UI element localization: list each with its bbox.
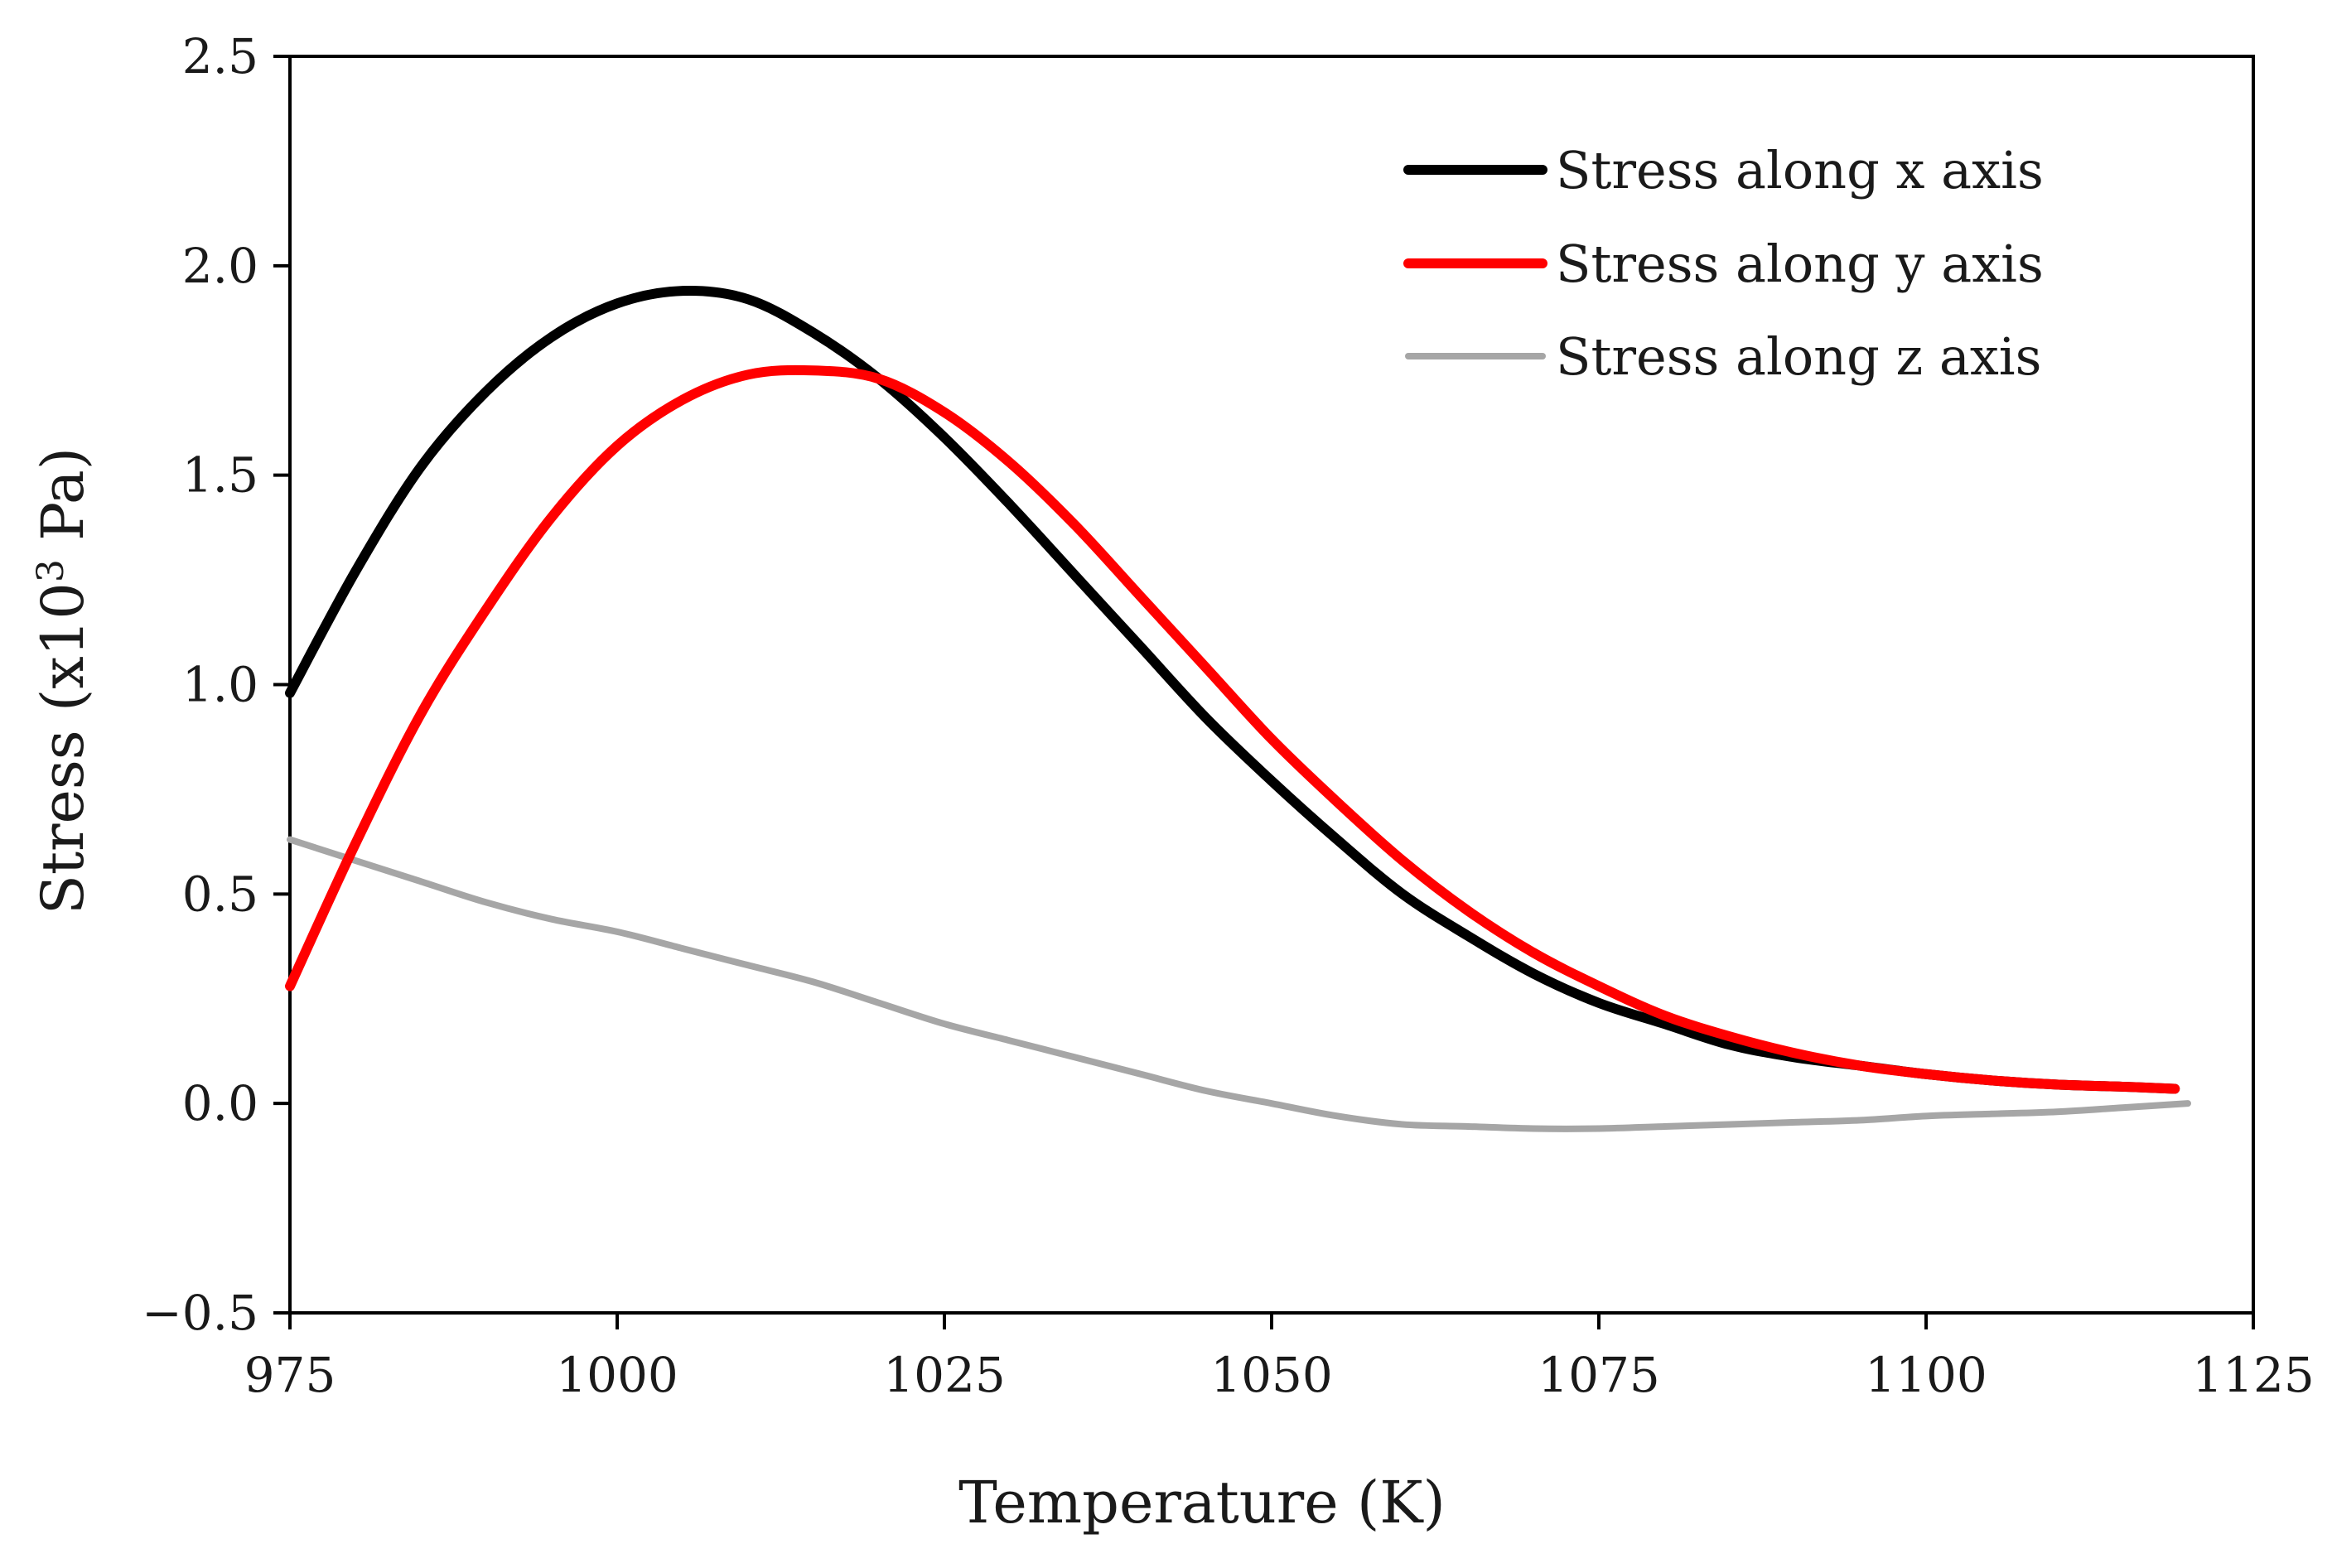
series-line-z	[287, 836, 2191, 1132]
x-tick-label: 975	[244, 1347, 336, 1403]
x-axis-title: Temperature (K)	[958, 1469, 1446, 1537]
x-tick-label: 1025	[883, 1347, 1006, 1403]
axis-tick-labels: 975 1000 1025 1050 1075 1100 1125 −0.5 0.0 0.5 1.0…	[142, 28, 2315, 1403]
legend-item-x-axis: Stress along x axis	[1403, 140, 2044, 200]
y-axis-title-main: Stress (x10	[29, 582, 97, 914]
legend-item-z-axis: Stress along z axis	[1405, 326, 2041, 387]
series-line-y	[285, 364, 2180, 1094]
y-tick-label: 1.5	[182, 447, 258, 504]
series-lines	[285, 286, 2191, 1132]
legend-label: Stress along y axis	[1556, 234, 2044, 294]
y-tick-label: 2.5	[182, 28, 258, 84]
y-axis-title-superscript: 3	[30, 559, 72, 582]
x-tick-label: 1100	[1865, 1347, 1987, 1403]
y-tick-label: 0.0	[182, 1075, 258, 1131]
legend-label: Stress along z axis	[1556, 326, 2041, 387]
legend-label: Stress along x axis	[1556, 140, 2044, 200]
x-tick-label: 1075	[1538, 1347, 1660, 1403]
x-tick-label: 1050	[1210, 1347, 1333, 1403]
y-tick-label: 0.5	[182, 866, 258, 922]
y-axis-title-tail: Pa)	[29, 447, 97, 559]
x-tick-label: 1000	[556, 1347, 678, 1403]
legend-item-y-axis: Stress along y axis	[1403, 234, 2044, 294]
y-tick-label: 2.0	[182, 238, 258, 294]
y-tick-label: 1.0	[182, 657, 258, 713]
y-tick-label: −0.5	[142, 1285, 258, 1341]
y-axis-title: Stress (x103 Pa)	[29, 447, 97, 914]
x-tick-label: 1125	[2192, 1347, 2315, 1403]
axis-ticks	[273, 55, 2255, 1329]
legend: Stress along x axis Stress along y axis St…	[1403, 140, 2044, 387]
